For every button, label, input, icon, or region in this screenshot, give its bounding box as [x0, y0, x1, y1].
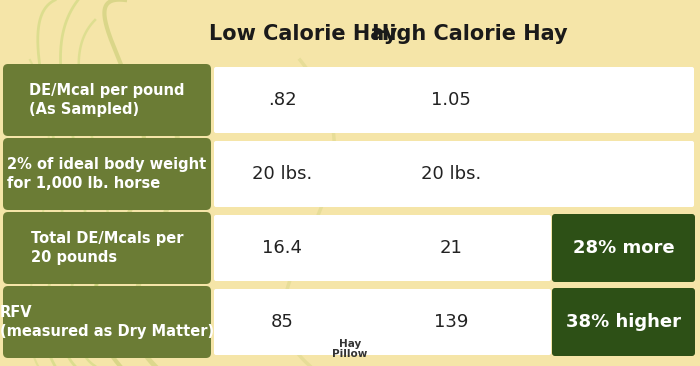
Text: Low Calorie Hay: Low Calorie Hay: [209, 24, 398, 44]
Text: DE/Mcal per pound
(As Sampled): DE/Mcal per pound (As Sampled): [29, 83, 185, 117]
Text: 28% more: 28% more: [573, 239, 674, 257]
FancyBboxPatch shape: [552, 214, 695, 282]
Text: 21: 21: [440, 239, 463, 257]
FancyBboxPatch shape: [214, 215, 551, 281]
Text: Pillow: Pillow: [332, 349, 368, 359]
FancyBboxPatch shape: [3, 138, 211, 210]
FancyBboxPatch shape: [3, 212, 211, 284]
Text: 20 lbs.: 20 lbs.: [421, 165, 481, 183]
Text: .82: .82: [268, 91, 297, 109]
Text: Hay: Hay: [339, 339, 361, 349]
FancyBboxPatch shape: [214, 67, 694, 133]
FancyBboxPatch shape: [3, 286, 211, 358]
Text: 16.4: 16.4: [262, 239, 302, 257]
Text: 38% higher: 38% higher: [566, 313, 681, 331]
Text: Total DE/Mcals per
20 pounds: Total DE/Mcals per 20 pounds: [31, 231, 183, 265]
Text: 2% of ideal body weight
for 1,000 lb. horse: 2% of ideal body weight for 1,000 lb. ho…: [8, 157, 206, 191]
Text: 85: 85: [271, 313, 294, 331]
FancyBboxPatch shape: [3, 64, 211, 136]
Text: 20 lbs.: 20 lbs.: [253, 165, 313, 183]
Text: High Calorie Hay: High Calorie Hay: [372, 24, 568, 44]
FancyBboxPatch shape: [214, 141, 694, 207]
FancyBboxPatch shape: [552, 288, 695, 356]
Text: 139: 139: [434, 313, 468, 331]
FancyBboxPatch shape: [214, 289, 551, 355]
Text: RFV
(measured as Dry Matter): RFV (measured as Dry Matter): [0, 305, 214, 339]
Text: 1.05: 1.05: [431, 91, 471, 109]
